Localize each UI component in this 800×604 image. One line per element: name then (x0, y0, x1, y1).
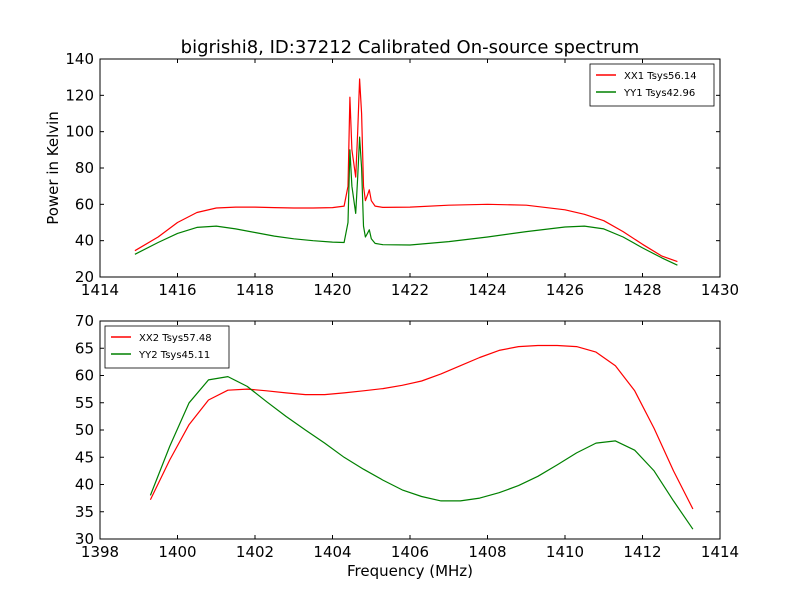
top-x-tick-label: 1420 (313, 281, 351, 299)
bottom-x-tick-label: 1406 (391, 543, 429, 561)
top-x-tick-label: 1424 (468, 281, 506, 299)
bottom-x-tick-label: 1400 (158, 543, 196, 561)
bottom-legend-box (104, 325, 230, 369)
top-legend-label-0: XX1 Tsys56.14 (624, 71, 697, 82)
bottom-y-tick-label: 60 (75, 367, 94, 385)
chart-bottom-panel: 1398 1400 1402 1404 1406 1408 1410 1412 1414 30 35… (75, 312, 739, 580)
top-y-tick-label: 100 (65, 123, 94, 141)
top-y-tick-label: 40 (75, 232, 94, 250)
bottom-x-axis-label: Frequency (MHz) (347, 562, 473, 580)
top-legend-label-1: YY1 Tsys42.96 (623, 88, 695, 99)
bottom-y-tick-label: 30 (75, 530, 94, 548)
top-x-tick-label: 1426 (546, 281, 584, 299)
bottom-x-tick-label: 1398 (81, 543, 119, 561)
top-x-tick-label: 1422 (391, 281, 429, 299)
top-series-line-1 (134, 136, 678, 266)
bottom-y-tick-label: 70 (75, 312, 94, 330)
top-y-tick-label: 20 (75, 268, 94, 286)
bottom-y-tick-label: 50 (75, 421, 94, 439)
bottom-y-tick-label: 45 (75, 448, 94, 466)
bottom-legend-label-1: YY2 Tsys45.11 (138, 350, 210, 361)
bottom-y-tick-label: 40 (75, 476, 94, 494)
top-legend: XX1 Tsys56.14 YY1 Tsys42.96 (589, 63, 715, 107)
bottom-x-tick-label: 1408 (468, 543, 506, 561)
figure-title: bigrishi8, ID:37212 Calibrated On-source… (181, 37, 640, 58)
top-series-line-0 (134, 78, 678, 263)
top-y-axis-label: Power in Kelvin (44, 111, 62, 225)
bottom-legend: XX2 Tsys57.48 YY2 Tsys45.11 (104, 325, 230, 369)
bottom-x-tick-label: 1412 (623, 543, 661, 561)
bottom-y-tick-label: 35 (75, 503, 94, 521)
top-x-tick-label: 1428 (623, 281, 661, 299)
bottom-x-tick-label: 1402 (236, 543, 274, 561)
bottom-x-tick-label: 1410 (546, 543, 584, 561)
top-x-tick-label: 1414 (81, 281, 119, 299)
top-y-tick-label: 80 (75, 159, 94, 177)
bottom-x-tick-label: 1404 (313, 543, 351, 561)
bottom-legend-label-0: XX2 Tsys57.48 (139, 333, 212, 344)
bottom-y-tick-label: 55 (75, 394, 94, 412)
top-y-tick-label: 120 (65, 86, 94, 104)
chart-top-panel: 1414 1416 1418 1420 1422 1424 1426 1428 1430 20 40… (44, 50, 739, 299)
bottom-series-line-0 (149, 344, 694, 510)
top-legend-box (589, 63, 715, 107)
bottom-series-line-1 (149, 376, 694, 530)
top-x-tick-label: 1430 (701, 281, 739, 299)
top-y-tick-label: 140 (65, 50, 94, 68)
top-y-tick-label: 60 (75, 195, 94, 213)
bottom-y-tick-label: 65 (75, 339, 94, 357)
top-x-tick-label: 1418 (236, 281, 274, 299)
bottom-x-tick-label: 1414 (701, 543, 739, 561)
top-x-tick-label: 1416 (158, 281, 196, 299)
